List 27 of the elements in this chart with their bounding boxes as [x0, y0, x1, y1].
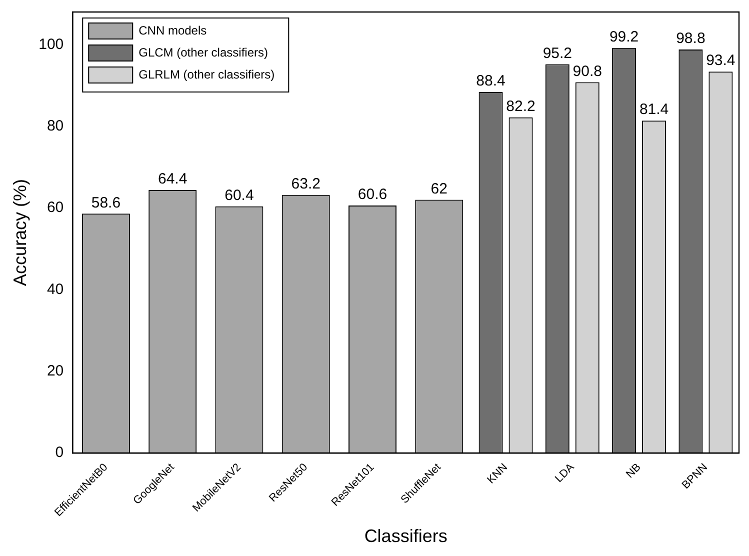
data-label: 93.4: [706, 52, 736, 70]
data-label: 81.4: [639, 101, 669, 118]
data-label: 58.6: [91, 194, 121, 212]
data-label: 90.8: [572, 62, 602, 80]
y-tick-label: 100: [38, 36, 64, 53]
data-label: 63.2: [291, 176, 320, 193]
data-label: 64.4: [158, 170, 188, 188]
data-label: 98.8: [676, 30, 706, 48]
x-axis-title: Classifiers: [364, 526, 448, 546]
y-tick-label: 20: [46, 362, 64, 380]
legend-label: GLRLM (other classifiers): [138, 67, 275, 82]
y-tick-label: 40: [46, 280, 64, 298]
y-tick-label: 60: [46, 199, 64, 216]
x-tick-label: NB: [624, 461, 644, 481]
x-tick-label: LDA: [553, 460, 578, 485]
data-label: 62: [430, 180, 448, 198]
data-label: 99.2: [609, 28, 639, 46]
data-label: 88.4: [476, 72, 506, 90]
data-label: 95.2: [542, 44, 572, 62]
legend-label: GLCM (other classifiers): [138, 45, 268, 60]
legend-label: CNN models: [138, 23, 207, 38]
y-tick-label: 80: [46, 117, 64, 134]
data-label: 82.2: [506, 98, 536, 115]
y-axis-title: Accuracy (%): [10, 178, 30, 286]
data-label: 60.4: [224, 186, 254, 204]
y-tick-label: 0: [55, 444, 64, 462]
data-label: 60.6: [358, 186, 388, 204]
